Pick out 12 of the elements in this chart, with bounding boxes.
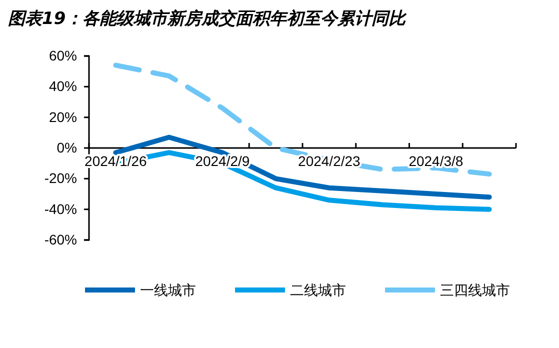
y-tick-label: -20% [44, 170, 77, 186]
legend-label: 二线城市 [290, 282, 346, 298]
y-tick-label: 20% [48, 108, 77, 125]
legend-label: 三四线城市 [440, 282, 510, 298]
y-tick-label: 0% [56, 139, 77, 156]
y-tick-label: 40% [48, 78, 77, 94]
chart-title: 图表19：各能级城市新房成交面积年初至今累计同比 [8, 9, 408, 29]
y-tick-label: 60% [48, 47, 77, 64]
y-tick-label: -40% [44, 200, 77, 217]
legend-label: 一线城市 [140, 282, 196, 298]
x-tick-label: 2024/3/8 [408, 153, 464, 169]
y-tick-label: -60% [44, 231, 77, 248]
